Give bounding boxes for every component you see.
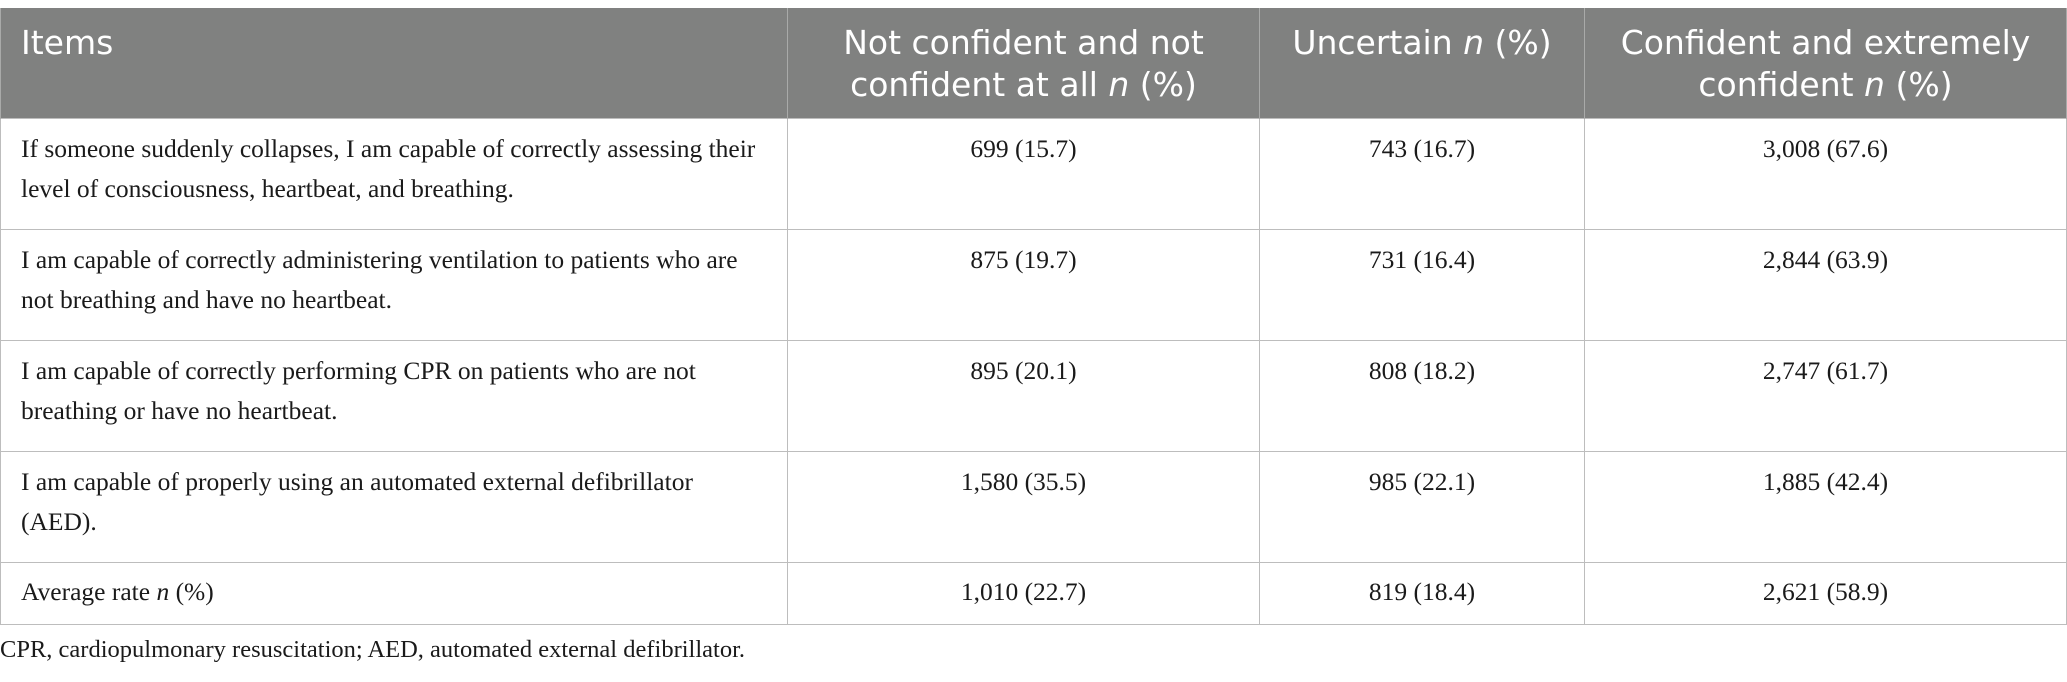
uncertain-cell: 985 (22.1) xyxy=(1259,450,1585,563)
not-confident-cell: 1,580 (35.5) xyxy=(787,450,1260,563)
header-not-confident: Not confident and not confident at all n… xyxy=(787,8,1260,118)
average-label-cell: Average rate n (%) xyxy=(0,561,788,625)
item-cell: I am capable of correctly administering … xyxy=(0,228,788,341)
table-row: I am capable of correctly administering … xyxy=(0,228,2067,341)
table-row: I am capable of properly using an automa… xyxy=(0,450,2067,563)
confident-cell: 2,747 (61.7) xyxy=(1584,339,2067,452)
header-n-italic: n xyxy=(1108,65,1130,104)
header-confident: Confident and extremely confident n (%) xyxy=(1584,8,2067,118)
header-items: Items xyxy=(0,8,788,118)
survey-table: Items Not confident and not confident at… xyxy=(0,8,2067,625)
header-row: Items Not confident and not confident at… xyxy=(0,8,2067,118)
table-row: If someone suddenly collapses, I am capa… xyxy=(0,117,2067,230)
average-not-confident-cell: 1,010 (22.7) xyxy=(787,561,1260,625)
item-cell: I am capable of properly using an automa… xyxy=(0,450,788,563)
confident-cell: 1,885 (42.4) xyxy=(1584,450,2067,563)
not-confident-cell: 895 (20.1) xyxy=(787,339,1260,452)
average-row: Average rate n (%) 1,010 (22.7) 819 (18.… xyxy=(0,561,2067,625)
confident-cell: 2,844 (63.9) xyxy=(1584,228,2067,341)
not-confident-cell: 875 (19.7) xyxy=(787,228,1260,341)
item-cell: I am capable of correctly performing CPR… xyxy=(0,339,788,452)
item-cell: If someone suddenly collapses, I am capa… xyxy=(0,117,788,230)
average-confident-cell: 2,621 (58.9) xyxy=(1584,561,2067,625)
header-uncertain: Uncertain n (%) xyxy=(1259,8,1585,118)
table-footnote: CPR, cardiopulmonary resuscitation; AED,… xyxy=(0,636,746,663)
uncertain-cell: 808 (18.2) xyxy=(1259,339,1585,452)
uncertain-cell: 731 (16.4) xyxy=(1259,228,1585,341)
average-uncertain-cell: 819 (18.4) xyxy=(1259,561,1585,625)
uncertain-cell: 743 (16.7) xyxy=(1259,117,1585,230)
confident-cell: 3,008 (67.6) xyxy=(1584,117,2067,230)
table-row: I am capable of correctly performing CPR… xyxy=(0,339,2067,452)
not-confident-cell: 699 (15.7) xyxy=(787,117,1260,230)
